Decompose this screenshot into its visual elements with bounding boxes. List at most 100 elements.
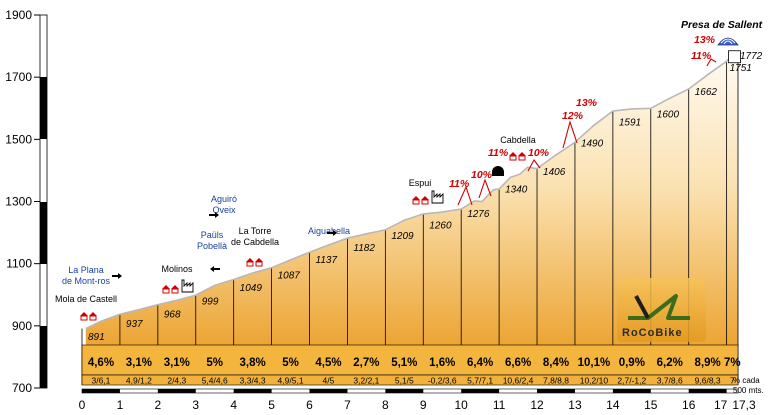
segment-range-label: 5,4/4,6 — [202, 376, 228, 386]
segment-gradient-label: 8,4% — [543, 357, 569, 369]
segment-gradient-label: 4,6% — [88, 357, 114, 369]
segment-range-label: -0,2/3,6 — [428, 376, 457, 386]
end-elevation-box — [728, 50, 741, 64]
x-tick-label: 16 — [682, 398, 696, 412]
house-body — [171, 288, 179, 294]
place-name: La Plana — [68, 265, 104, 275]
segment-range-label: 4,9/1,2 — [126, 376, 152, 386]
gradient-spike — [478, 178, 492, 199]
place-name: Oveix — [212, 205, 236, 215]
factory-icon — [431, 190, 444, 204]
x-tick-label: 12 — [530, 398, 544, 412]
x-tick-label: 13 — [568, 398, 582, 412]
elevation-label: 1182 — [353, 243, 375, 254]
house-body — [412, 199, 420, 205]
segment-range-label: 2/4,3 — [167, 376, 186, 386]
place-name: Molinos — [161, 264, 193, 274]
house-body — [518, 155, 526, 161]
y-axis-band-2 — [40, 202, 47, 264]
y-tick-label: 1100 — [6, 257, 32, 271]
x-tick-label: 10 — [455, 398, 469, 412]
place-name: Pobellà — [197, 241, 227, 251]
segment-gradient-label: 3,1% — [164, 357, 190, 369]
svg-text:RoCoBike: RoCoBike — [622, 327, 683, 339]
roof — [509, 152, 517, 156]
elevation-profile-line — [85, 54, 738, 330]
segment-range-label: 7,8/8,8 — [543, 376, 569, 386]
segment-gradient-label: 3,8% — [240, 357, 266, 369]
segment-gradient-label: 6,4% — [467, 357, 493, 369]
elevation-label: 1209 — [391, 231, 414, 242]
place-name: Paüls — [201, 230, 224, 240]
x-tick-label: 8 — [382, 398, 389, 412]
segment-gradient-label: 5,1% — [391, 357, 417, 369]
segment-gradient-label: 2,7% — [353, 357, 379, 369]
arrow-right-icon — [112, 273, 122, 279]
segment-range-label: 3/6,1 — [92, 376, 111, 386]
roof — [162, 285, 170, 289]
roof — [421, 196, 429, 200]
elevation-label: 1137 — [316, 255, 338, 266]
y-axis-band-1 — [40, 77, 47, 139]
y-tick-label: 700 — [12, 381, 32, 395]
segment-range-label: 3,7/8,6 — [657, 376, 683, 386]
segment-range-label: 4/5 — [323, 376, 335, 386]
x-axis-band — [688, 389, 727, 393]
house-body — [255, 261, 263, 267]
note-line-1: % cada — [733, 376, 760, 385]
x-tick-label: 11 — [493, 398, 506, 412]
x-tick-label: 17,3 — [732, 398, 756, 412]
elevation-label: 1260 — [429, 221, 452, 232]
x-axis-band — [612, 389, 651, 393]
elevation-label: 937 — [126, 319, 143, 330]
gradient-peak-label: 11% — [488, 147, 509, 159]
elevation-label: 1591 — [619, 118, 641, 129]
tunnel-icon — [492, 166, 504, 176]
house-body — [421, 199, 429, 205]
segment-gradient-label: 6,2% — [657, 357, 683, 369]
elevation-label: 1490 — [581, 138, 604, 149]
gradient-peak-label: 10% — [471, 169, 493, 181]
note-line-2: 500 mts. — [733, 386, 764, 395]
houses-icon — [509, 152, 526, 161]
place-name: Espui — [409, 178, 432, 188]
roof — [89, 312, 97, 316]
house-body — [246, 261, 254, 267]
x-tick-label: 0 — [79, 398, 86, 412]
place-name: Cabdella — [500, 135, 536, 145]
x-tick-label: 5 — [268, 398, 275, 412]
elevation-label: 1276 — [467, 209, 490, 220]
segment-range-label: 7 — [730, 376, 735, 386]
x-axis-band — [82, 389, 120, 393]
houses-icon — [246, 258, 263, 267]
segment-gradient-label: 1,6% — [429, 357, 455, 369]
house-body — [80, 315, 88, 321]
roof — [255, 258, 263, 262]
gradient-peak-label: 13% — [694, 34, 716, 46]
end-elevation-label: 1772 — [740, 51, 763, 62]
elevation-label: 1662 — [695, 87, 718, 98]
y-tick-label: 1500 — [5, 132, 32, 146]
segment-gradient-label: 0,9% — [619, 357, 645, 369]
y-tick-label: 1900 — [5, 8, 32, 22]
segment-gradient-label: 8,9% — [695, 357, 721, 369]
segment-range-label: 3,3/4,3 — [240, 376, 266, 386]
roof — [412, 196, 420, 200]
x-axis-band — [537, 389, 575, 393]
x-tick-label: 7 — [344, 398, 351, 412]
roof — [518, 152, 526, 156]
x-axis-band — [233, 389, 272, 393]
houses-icon — [412, 196, 429, 205]
elevation-label: 968 — [164, 310, 181, 321]
house-body — [89, 315, 97, 321]
range-band — [81, 374, 739, 386]
x-tick-label: 3 — [192, 398, 199, 412]
x-tick-label: 6 — [306, 398, 313, 412]
segment-gradient-label: 10,1% — [578, 357, 611, 369]
gradient-peak-label: 13% — [576, 97, 598, 109]
roof — [80, 312, 88, 316]
place-name: Mola de Castell — [55, 294, 117, 304]
elevation-label: 1600 — [657, 109, 680, 120]
x-tick-label: 2 — [154, 398, 161, 412]
arrow-right-icon — [209, 212, 219, 218]
